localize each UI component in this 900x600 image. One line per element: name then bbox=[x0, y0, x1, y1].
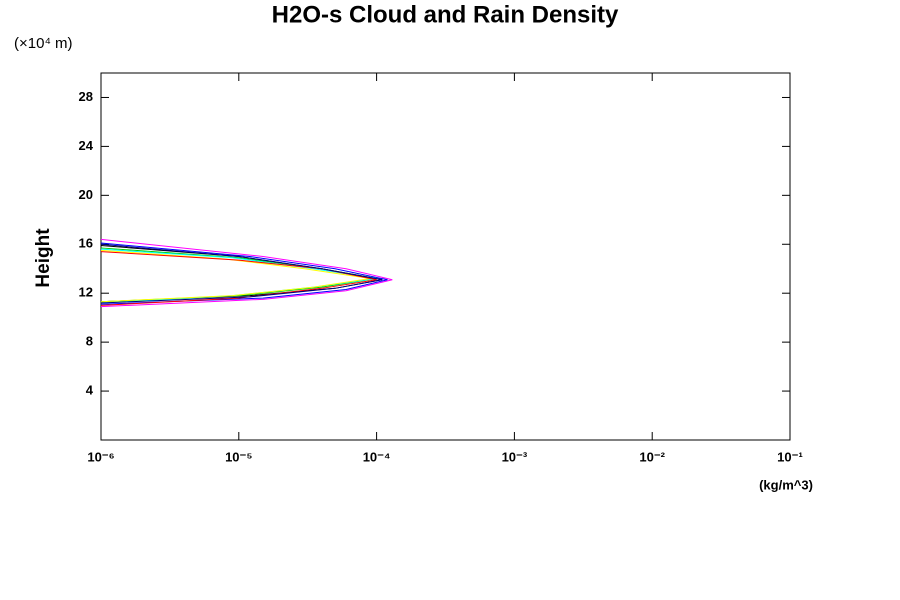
x-tick-label: 10⁻⁶ bbox=[87, 449, 114, 464]
y-unit: (×10⁴ m) bbox=[14, 35, 73, 52]
density-line bbox=[100, 238, 393, 308]
y-tick-label: 24 bbox=[79, 138, 94, 153]
x-tick-label: 10⁻⁵ bbox=[225, 449, 252, 464]
density-line bbox=[100, 251, 377, 306]
x-tick-label: 10⁻¹ bbox=[777, 449, 803, 464]
y-tick-label: 8 bbox=[86, 334, 93, 349]
y-tick-label: 12 bbox=[79, 285, 93, 300]
y-tick-label: 16 bbox=[79, 236, 93, 251]
density-line bbox=[100, 242, 388, 305]
x-tick-label: 10⁻² bbox=[639, 449, 665, 464]
x-tick-label: 10⁻³ bbox=[502, 449, 528, 464]
y-axis-title: Height bbox=[33, 228, 54, 288]
chart-title: H2O-s Cloud and Rain Density bbox=[272, 1, 619, 28]
y-tick-label: 20 bbox=[79, 187, 93, 202]
y-tick-label: 4 bbox=[86, 383, 94, 398]
y-tick-label: 28 bbox=[79, 89, 93, 104]
x-tick-label: 10⁻⁴ bbox=[363, 449, 391, 464]
plot-frame bbox=[100, 72, 791, 441]
density-line bbox=[100, 243, 383, 304]
x-unit: (kg/m^3) bbox=[759, 477, 813, 492]
